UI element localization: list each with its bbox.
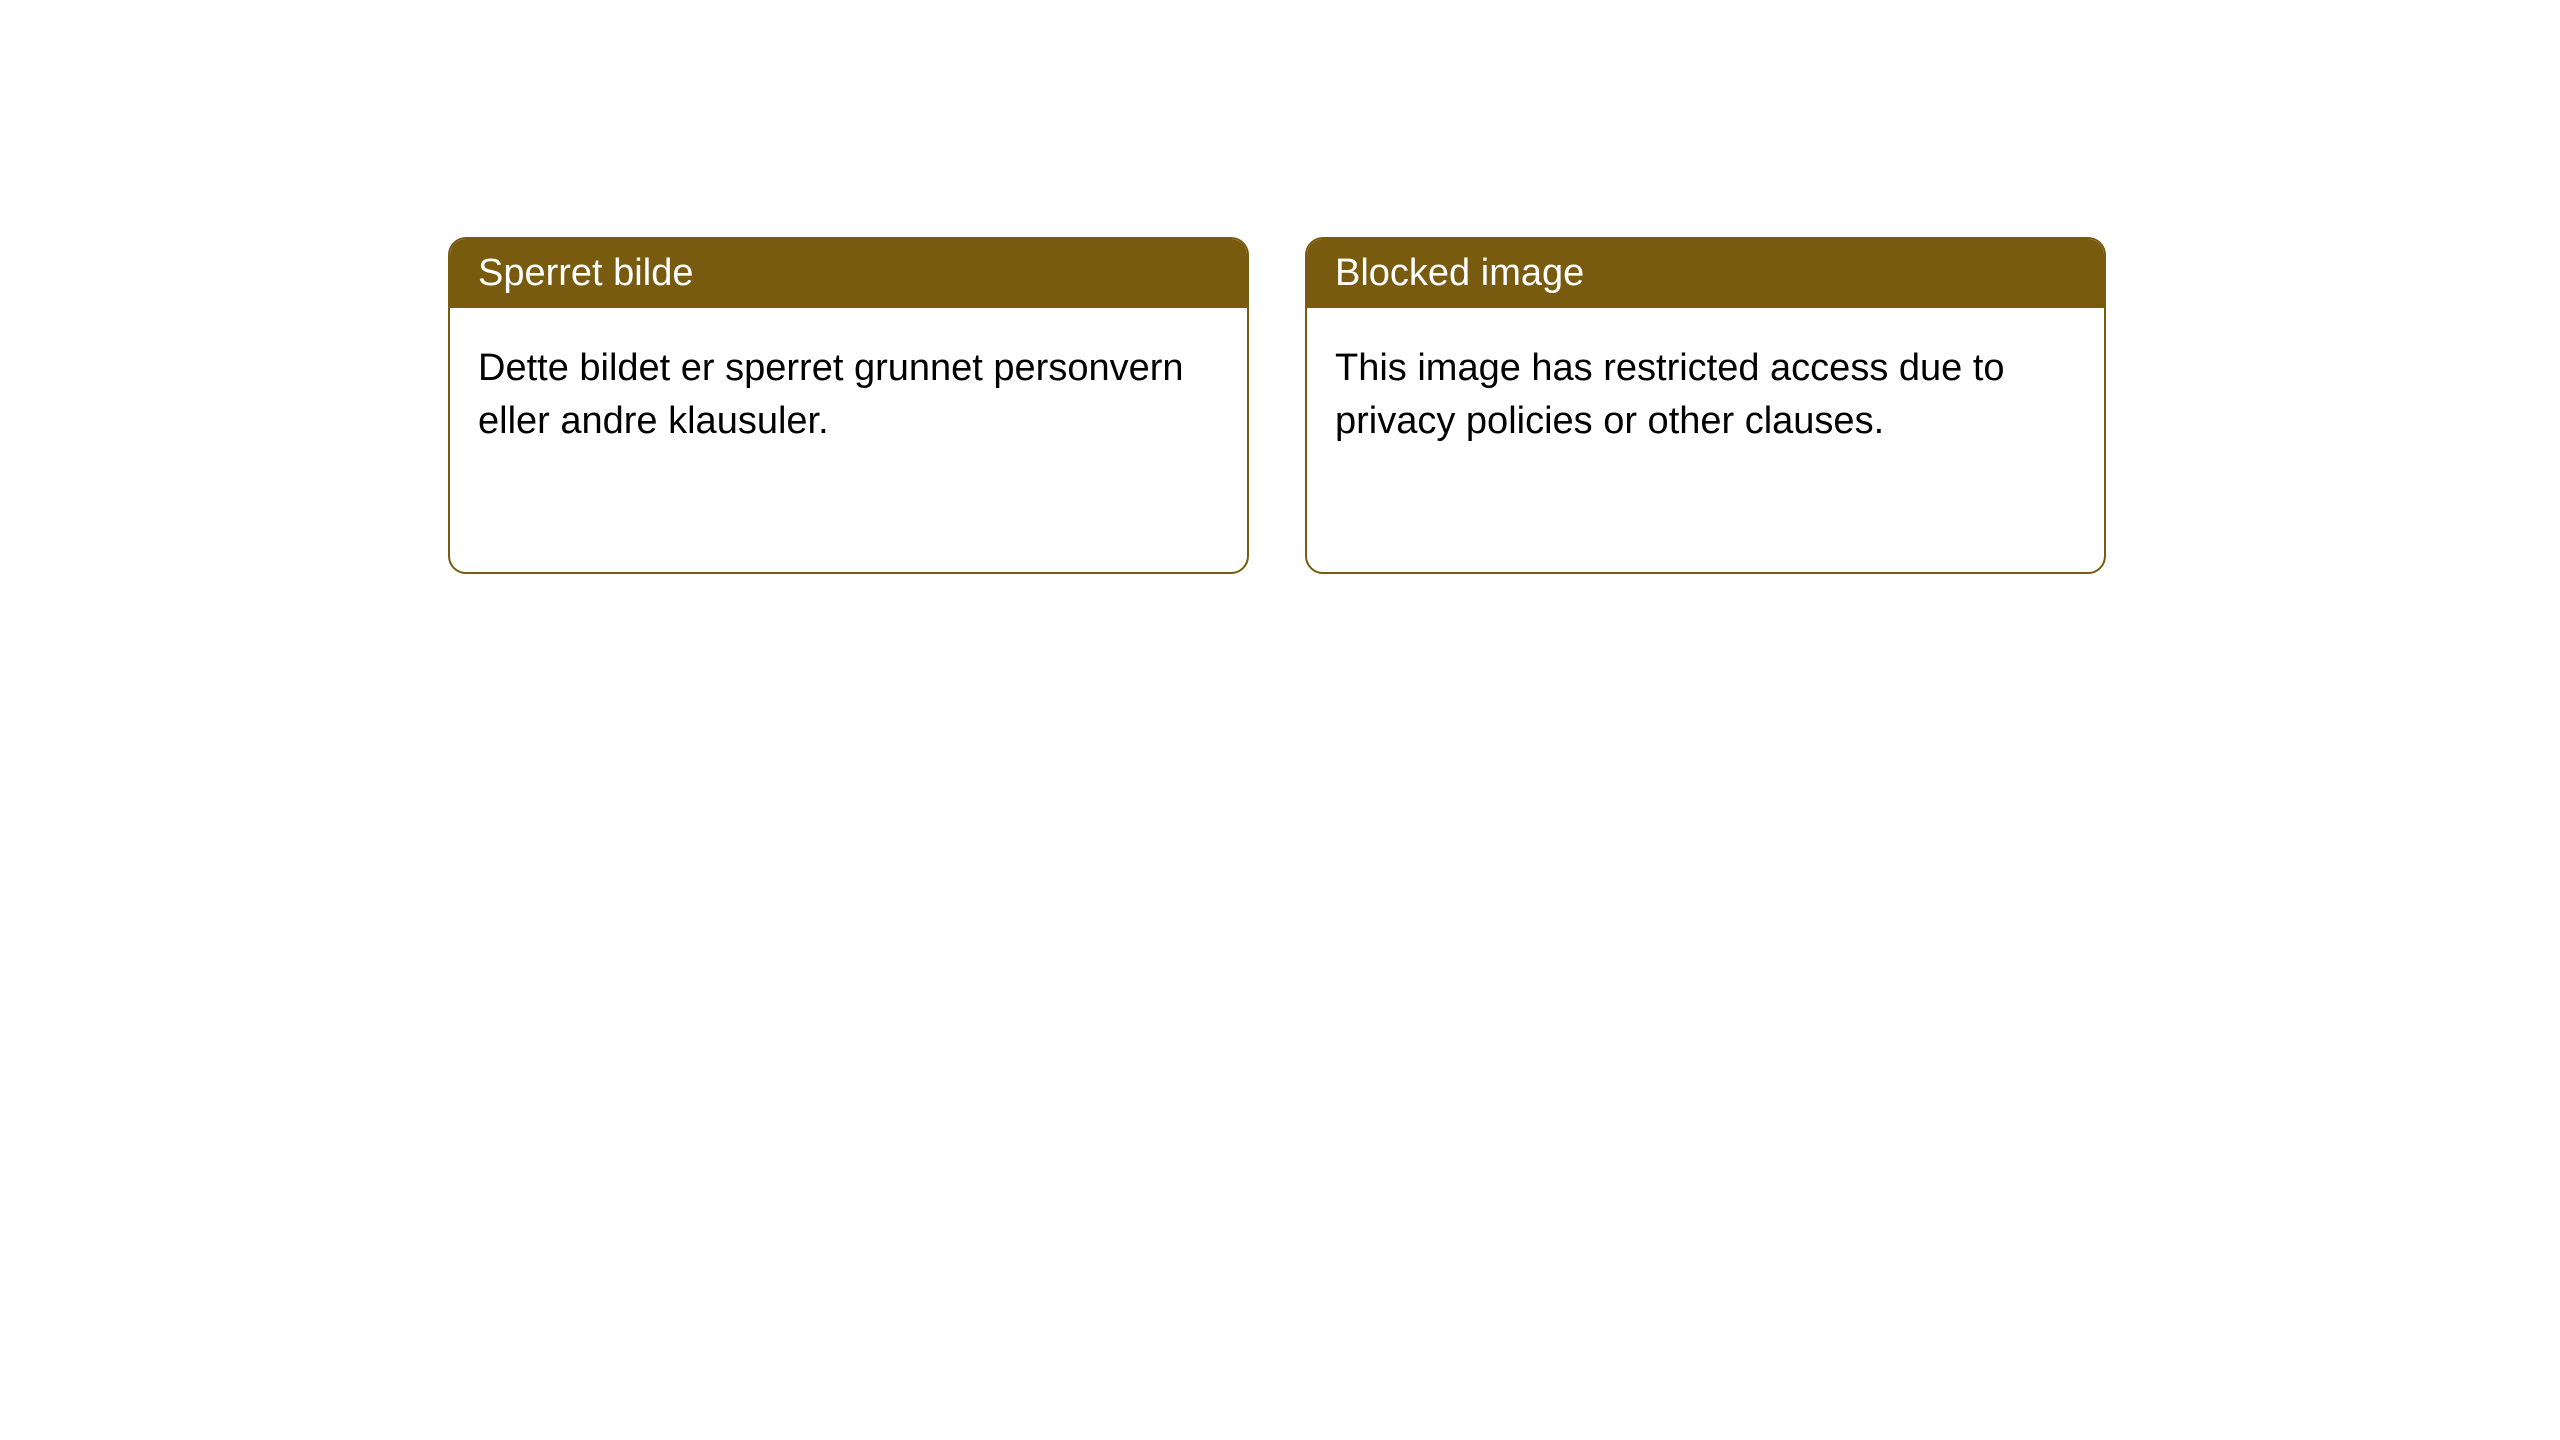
card-body: This image has restricted access due to …	[1307, 308, 2104, 482]
card-body: Dette bildet er sperret grunnet personve…	[450, 308, 1247, 482]
card-header: Blocked image	[1307, 239, 2104, 308]
card-header: Sperret bilde	[450, 239, 1247, 308]
notice-card-norwegian: Sperret bilde Dette bildet er sperret gr…	[448, 237, 1249, 574]
notice-card-english: Blocked image This image has restricted …	[1305, 237, 2106, 574]
blocked-image-notices: Sperret bilde Dette bildet er sperret gr…	[448, 237, 2106, 574]
